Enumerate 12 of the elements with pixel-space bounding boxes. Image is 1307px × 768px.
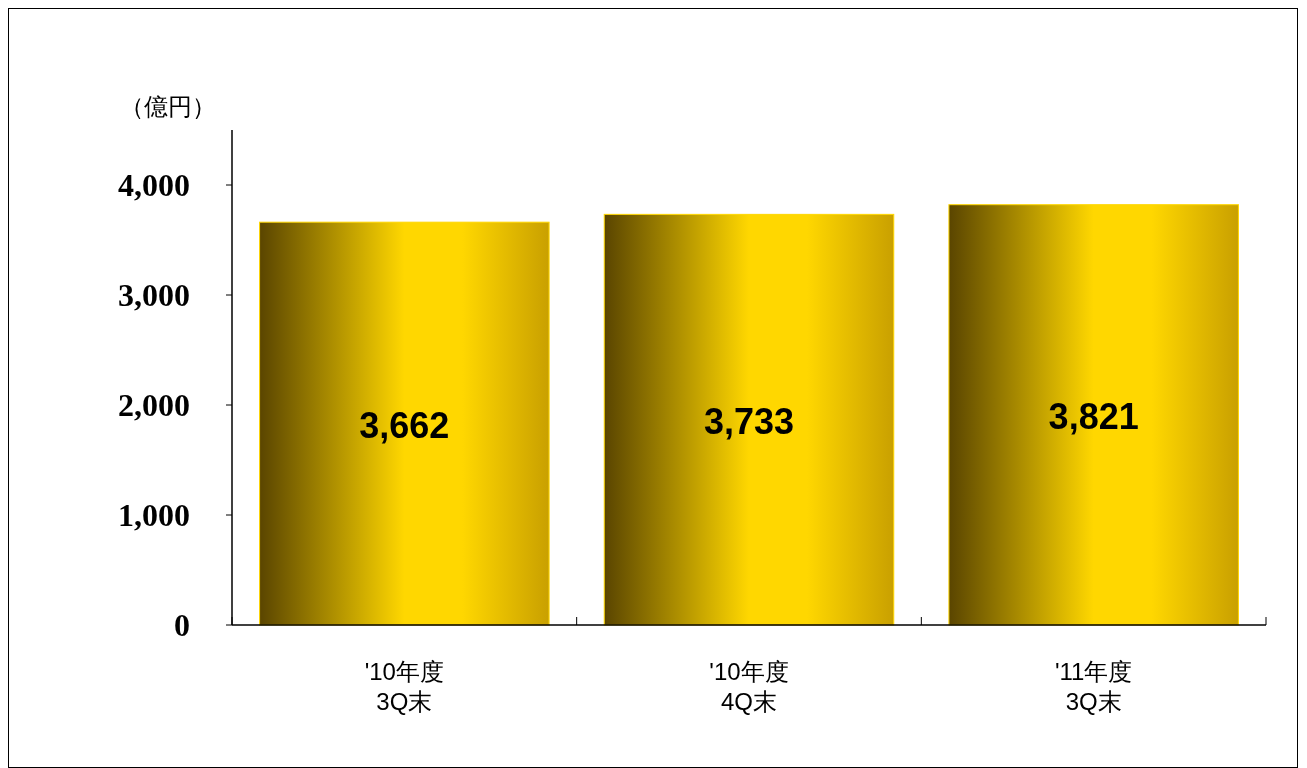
data-label: 3,733 — [703, 400, 795, 442]
x-tick-label: '11年度 3Q末 — [1054, 658, 1133, 715]
y-tick-label: 3,000 — [118, 277, 190, 313]
x-tick-label: '10年度 3Q末 — [364, 658, 444, 715]
y-axis-title: （億円） — [120, 93, 216, 121]
y-tick-label: 2,000 — [118, 387, 190, 423]
y-tick-label: 0 — [174, 607, 190, 643]
data-label: 3,821 — [1048, 395, 1139, 437]
data-label: 3,662 — [359, 404, 450, 446]
y-tick-label: 1,000 — [118, 497, 190, 533]
y-tick-label: 4,000 — [118, 167, 190, 203]
x-tick-label: '10年度 4Q末 — [709, 658, 789, 715]
